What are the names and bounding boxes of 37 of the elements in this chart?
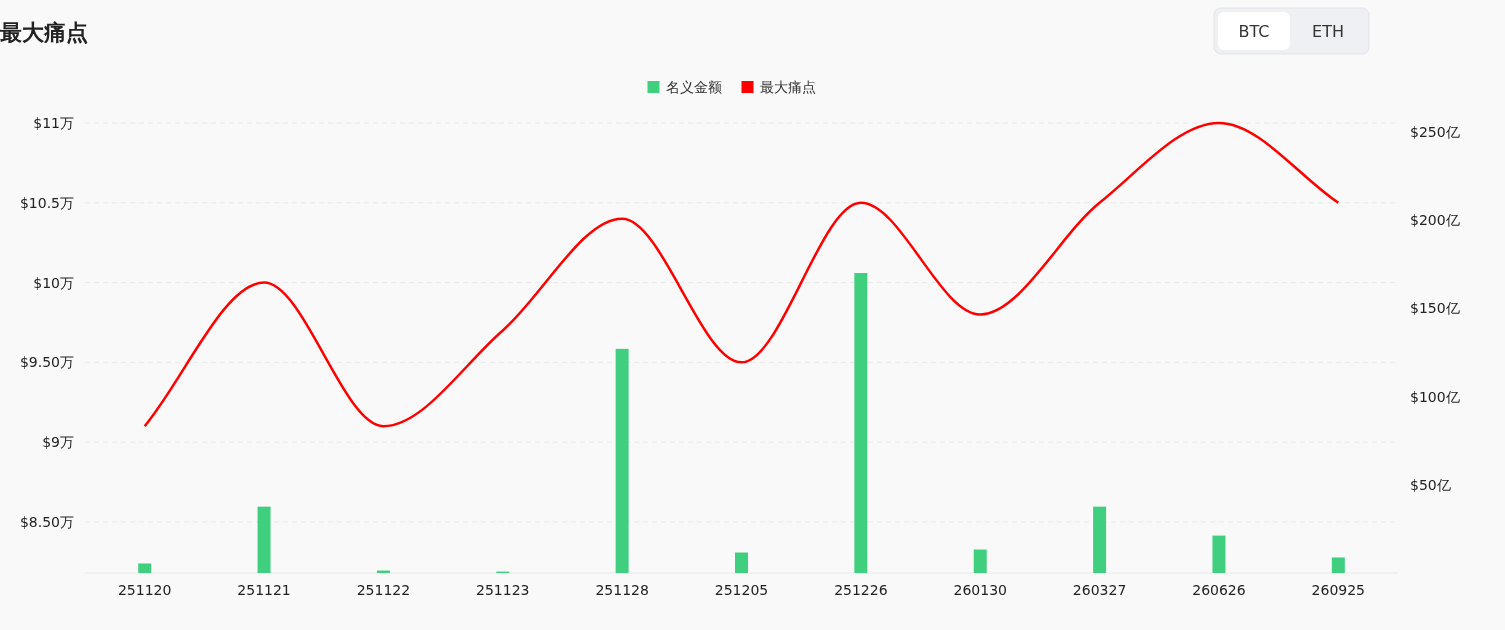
line-series <box>143 121 1340 428</box>
legend-label: 名义金额 <box>665 79 722 95</box>
text: ETH <box>1312 22 1344 41</box>
y-tick-label: $10万 <box>33 274 74 291</box>
y-tick-label: $9万 <box>42 434 74 451</box>
x-tick-label: 251128 <box>595 582 649 598</box>
bar <box>1331 557 1345 573</box>
chart-title: 最大痛点 <box>0 20 88 45</box>
y-tick-label: $10.5万 <box>19 194 74 211</box>
x-tick-label: 251122 <box>356 582 411 598</box>
y2-tick-label: $200亿 <box>1410 212 1460 229</box>
bar <box>1212 535 1226 573</box>
bar <box>973 549 987 573</box>
y2-tick-label: $250亿 <box>1410 123 1460 140</box>
x-tick-label: 251123 <box>476 582 530 598</box>
bar <box>854 273 868 573</box>
bar <box>138 563 152 573</box>
x-tick-label: 251121 <box>237 582 291 598</box>
x-tick-label: 251205 <box>714 582 769 598</box>
legend-label: 最大痛点 <box>759 79 816 95</box>
bar <box>735 552 748 573</box>
x-tick-label: 260130 <box>953 582 1007 598</box>
x-tick-label: 260327 <box>1072 582 1127 598</box>
x-tick-label: 251226 <box>834 582 888 598</box>
x-tick-label: 260626 <box>1192 582 1246 598</box>
y-tick-label: $8.50万 <box>19 513 74 530</box>
y-tick-label: $9.50万 <box>19 354 74 371</box>
x-tick-label: 251120 <box>117 582 172 598</box>
y2-tick-label: $150亿 <box>1410 300 1460 317</box>
bar <box>615 348 629 573</box>
y-tick-label: $11万 <box>33 115 74 131</box>
bar <box>1093 506 1107 573</box>
y2-tick-label: $100亿 <box>1410 388 1460 405</box>
x-tick-label: 260925 <box>1311 582 1366 598</box>
text: BTC <box>1238 22 1270 41</box>
bar <box>257 506 271 573</box>
y2-tick-label: $50亿 <box>1410 476 1451 493</box>
